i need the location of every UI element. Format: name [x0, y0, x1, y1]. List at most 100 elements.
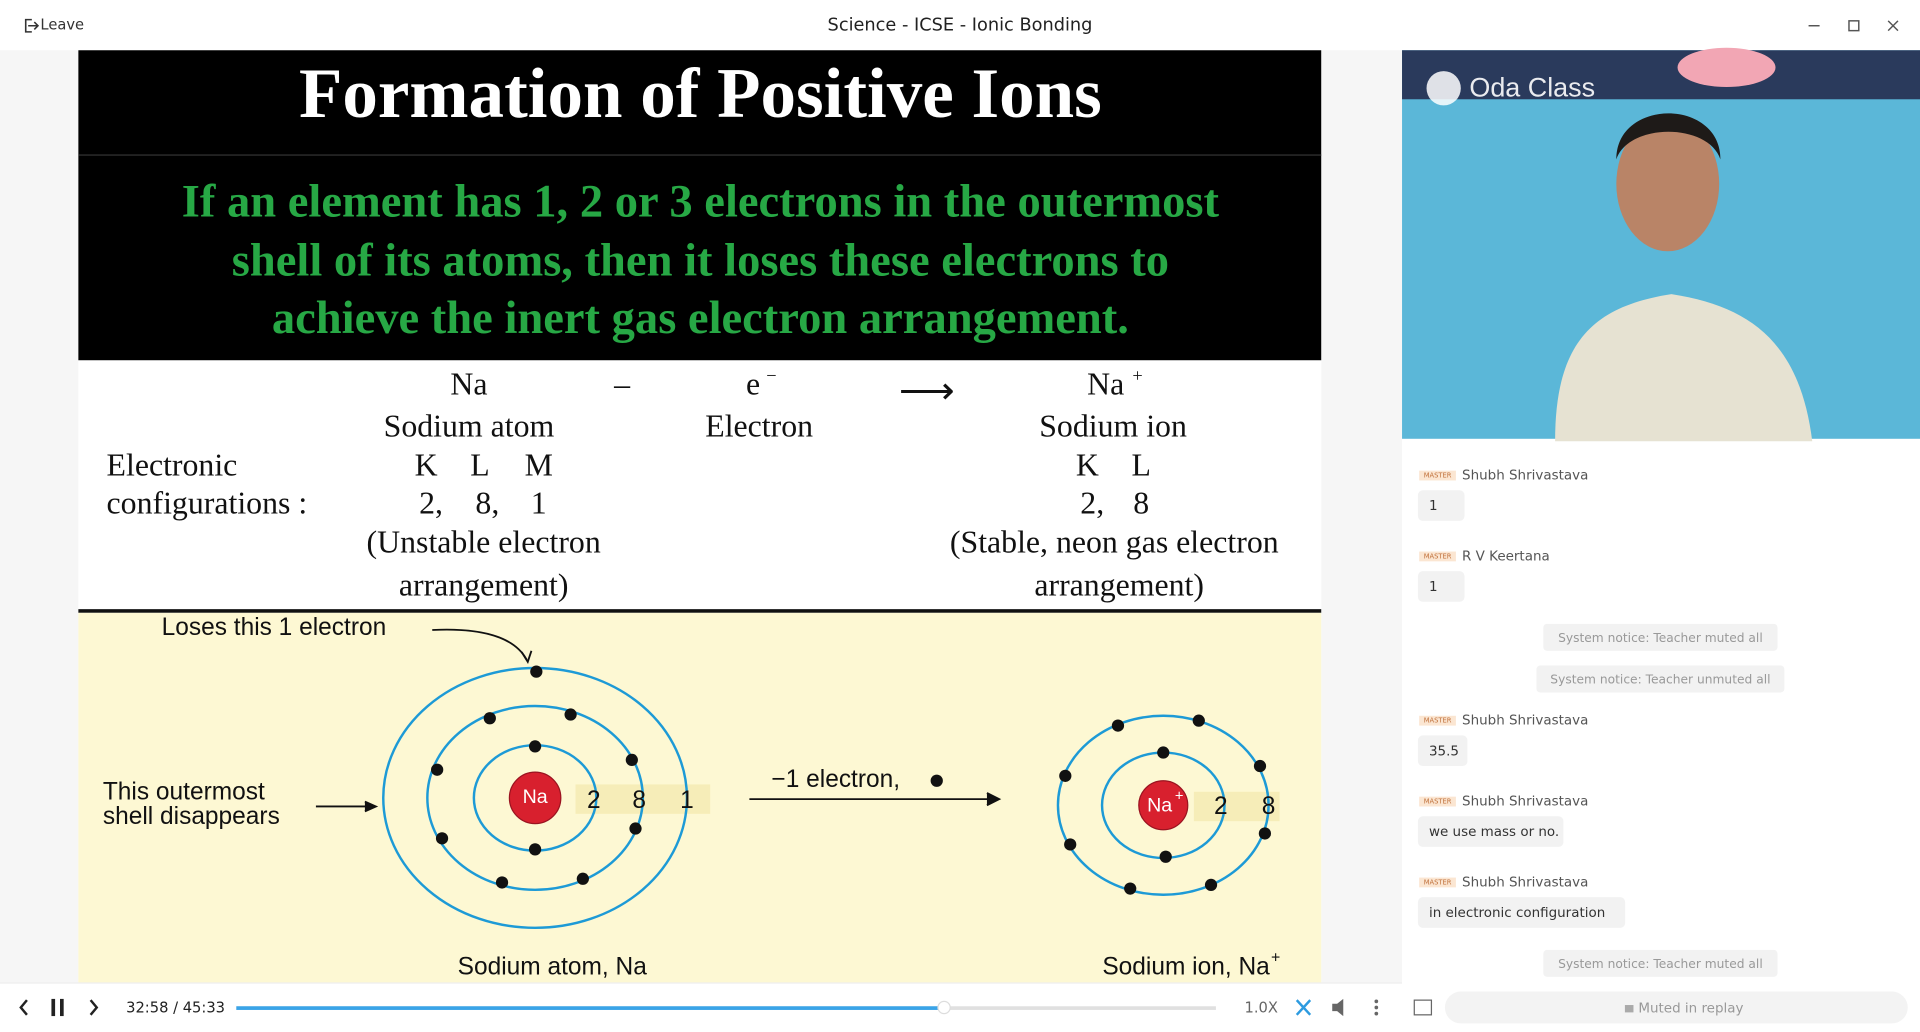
lock-icon: [1624, 1005, 1634, 1013]
planet: [1677, 47, 1776, 88]
shell-number: 1: [680, 787, 694, 814]
electron: [435, 832, 449, 845]
transfer-label: −1 electron,: [771, 766, 900, 793]
electron: [576, 872, 589, 885]
electron: [1159, 850, 1172, 863]
equation-panel: [78, 360, 1322, 611]
electron: [1258, 827, 1272, 840]
shell-count: 2,: [1080, 485, 1104, 520]
leave-button[interactable]: Leave: [24, 17, 84, 34]
electron: [564, 708, 577, 721]
reaction-arrow: ⟶: [899, 370, 955, 413]
message-bubble: [1417, 490, 1465, 521]
electron: [1124, 882, 1137, 895]
product: Na: [1087, 367, 1124, 402]
product-name: Sodium ion: [1039, 408, 1187, 443]
badge: MASTER: [1424, 552, 1452, 560]
pause-button[interactable]: [51, 998, 64, 1017]
ion-note: (Stable, neon gas electron: [950, 525, 1279, 560]
shell-number: 2: [1214, 793, 1228, 820]
shell-count: 1: [531, 485, 547, 520]
dot: [1374, 999, 1379, 1004]
shell-count: 8,: [475, 485, 499, 520]
atom-note: arrangement): [399, 568, 569, 603]
sender: Shubh Shrivastava: [1462, 794, 1588, 810]
system-notice-bg: [1543, 949, 1778, 977]
arrow-head: [364, 800, 379, 813]
teacher-hair: [1616, 113, 1721, 160]
close-button[interactable]: [1887, 20, 1899, 32]
shell-letter: M: [525, 448, 553, 483]
electron: [1204, 878, 1218, 892]
shell-number: 8: [1262, 793, 1276, 820]
slide-divider: [78, 154, 1322, 156]
speed-button[interactable]: 1.0X: [1245, 1000, 1278, 1017]
system-notice-bg: [1536, 665, 1785, 693]
outer-shell-label: This outermost: [103, 778, 265, 805]
leave-icon: [24, 18, 40, 33]
electron: [625, 753, 638, 767]
system-notice-bg: [1543, 623, 1778, 651]
message-bubble: [1417, 571, 1465, 602]
outer-shell-label: shell disappears: [103, 803, 280, 830]
shell-count: 8: [1133, 485, 1149, 520]
electron-name: Electron: [705, 408, 813, 443]
teacher-face: [1616, 116, 1720, 252]
arrow-head: [520, 650, 533, 664]
chat-input: [1444, 991, 1908, 1024]
reactant: Na: [450, 367, 487, 402]
shell-count: 2,: [419, 485, 443, 520]
title-bar: [0, 0, 1920, 51]
electron: [629, 822, 642, 835]
video-logo: Oda Class: [1469, 73, 1595, 103]
badge-bg: [1419, 470, 1456, 481]
next-button[interactable]: [89, 999, 99, 1016]
logo-mark: [1426, 71, 1461, 106]
maximize-button[interactable]: [1848, 20, 1860, 32]
message: 35.5: [1429, 743, 1459, 759]
system-notice: System notice: Teacher muted all: [1558, 957, 1763, 971]
atom-symbol: Na: [523, 786, 548, 808]
ion-note: arrangement): [1034, 568, 1204, 603]
statement-line: achieve the inert gas electron arrangeme…: [272, 293, 1129, 344]
shell-label-band: [1193, 791, 1280, 822]
sender: Shubh Shrivastava: [1462, 874, 1588, 890]
leave-label[interactable]: Leave: [40, 17, 84, 34]
previous-button[interactable]: [19, 999, 28, 1016]
atom-note: (Unstable electron: [367, 525, 601, 560]
more-button[interactable]: [1374, 999, 1379, 1016]
volume-button[interactable]: [1332, 998, 1344, 1017]
electron: [495, 876, 509, 889]
shell-number: 2: [587, 787, 601, 814]
sender: R V Keertana: [1462, 548, 1550, 564]
message: 1: [1429, 498, 1438, 514]
electron: [528, 843, 542, 856]
time-display: 32:58 / 45:33: [126, 1000, 225, 1017]
statement-line: If an element has 1, 2 or 3 electrons in…: [182, 177, 1220, 228]
dot: [1374, 1005, 1379, 1010]
config-label: Electronic: [107, 448, 238, 483]
stage-margin: [1321, 50, 1403, 983]
badge-bg: [1419, 551, 1456, 562]
config-label: configurations :: [107, 485, 308, 520]
shell: [1056, 714, 1270, 896]
arrow-head: [986, 792, 1002, 807]
chat-panel: MASTER Shubh Shrivastava 1 MASTER R V Keerta…: [1417, 468, 1785, 977]
badge: MASTER: [1424, 472, 1452, 480]
system-notice: System notice: Teacher unmuted all: [1550, 673, 1770, 687]
ion-charge: +: [1175, 789, 1184, 805]
progress-handle[interactable]: [937, 1000, 951, 1015]
message: 1: [1429, 579, 1438, 595]
teacher-body: [1555, 294, 1813, 442]
electron: [530, 665, 543, 678]
electron-dot: [930, 774, 943, 787]
electron: [1111, 719, 1125, 732]
chat-toggle[interactable]: [1413, 999, 1433, 1016]
shell: [426, 704, 645, 892]
electron-charge: −: [766, 366, 776, 386]
clip-button[interactable]: [1295, 999, 1312, 1016]
pause-bar: [51, 998, 56, 1017]
badge: MASTER: [1424, 878, 1452, 886]
shell-letter: L: [470, 448, 489, 483]
